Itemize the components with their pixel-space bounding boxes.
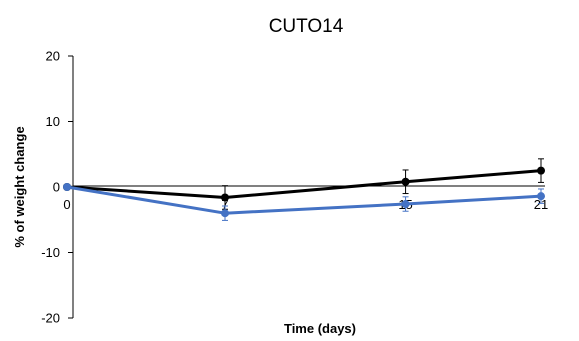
series-layer: [63, 158, 545, 221]
series-line: [66, 169, 542, 199]
data-point: [537, 192, 545, 201]
data-point: [401, 177, 410, 186]
y-tick-label: 10: [46, 114, 60, 129]
x-tick-label: 21: [534, 197, 548, 212]
y-tick-label: -20: [41, 311, 60, 326]
data-point: [401, 200, 410, 209]
y-axis: 20 10 0 -10 -20: [41, 49, 74, 326]
series-2: [63, 183, 545, 221]
x-tick-label: 0: [63, 197, 70, 212]
data-point: [537, 166, 545, 175]
y-tick-label: -10: [41, 245, 60, 260]
y-ticks: 20 10 0 -10 -20: [41, 49, 73, 326]
y-axis-label: % of weight change: [12, 126, 27, 247]
y-tick-label: 0: [53, 180, 60, 195]
series-line: [66, 185, 542, 215]
chart-title: CUTO14: [269, 16, 344, 37]
data-point: [221, 209, 229, 218]
data-point: [63, 183, 71, 191]
x-axis-label: Time (days): [284, 321, 356, 336]
y-tick-label: 20: [46, 49, 60, 64]
series-1: [63, 158, 545, 210]
data-point: [221, 193, 229, 202]
